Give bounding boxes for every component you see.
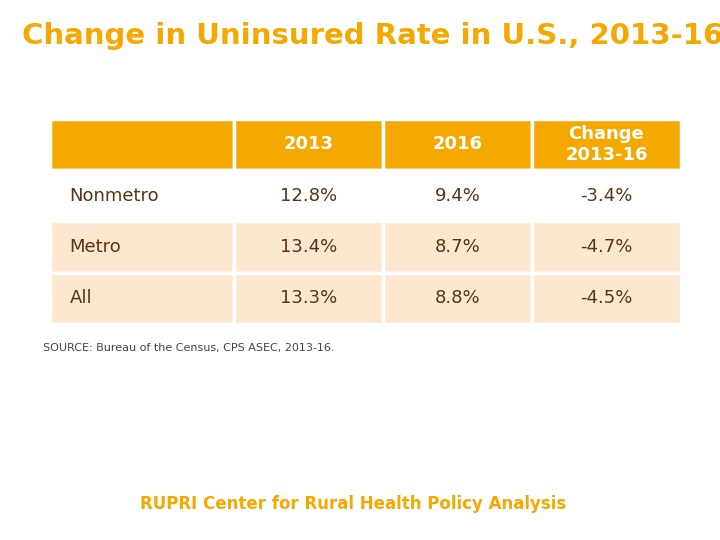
Text: 12.8%: 12.8%: [280, 187, 337, 205]
FancyBboxPatch shape: [532, 170, 681, 221]
Text: -3.4%: -3.4%: [580, 187, 633, 205]
Text: Nonmetro: Nonmetro: [69, 187, 159, 205]
FancyBboxPatch shape: [532, 221, 681, 273]
FancyBboxPatch shape: [50, 170, 234, 221]
Text: 2016: 2016: [433, 136, 482, 153]
FancyBboxPatch shape: [383, 221, 532, 273]
FancyBboxPatch shape: [234, 221, 383, 273]
Text: -4.7%: -4.7%: [580, 238, 633, 256]
Text: All: All: [69, 289, 92, 307]
FancyBboxPatch shape: [234, 273, 383, 324]
Text: 8.8%: 8.8%: [435, 289, 480, 307]
Text: 13.4%: 13.4%: [280, 238, 337, 256]
FancyBboxPatch shape: [383, 273, 532, 324]
FancyBboxPatch shape: [234, 170, 383, 221]
FancyBboxPatch shape: [234, 119, 383, 170]
FancyBboxPatch shape: [532, 119, 681, 170]
FancyBboxPatch shape: [50, 119, 234, 170]
Text: 9.4%: 9.4%: [435, 187, 480, 205]
Text: Change
2013-16: Change 2013-16: [565, 125, 647, 164]
FancyBboxPatch shape: [50, 221, 234, 273]
Text: Metro: Metro: [69, 238, 121, 256]
Text: 13.3%: 13.3%: [280, 289, 337, 307]
Text: -4.5%: -4.5%: [580, 289, 633, 307]
FancyBboxPatch shape: [383, 119, 532, 170]
FancyBboxPatch shape: [532, 273, 681, 324]
Text: Change in Uninsured Rate in U.S., 2013-16: Change in Uninsured Rate in U.S., 2013-1…: [22, 23, 720, 50]
Text: 8.7%: 8.7%: [435, 238, 480, 256]
FancyBboxPatch shape: [50, 273, 234, 324]
Text: 2013: 2013: [284, 136, 333, 153]
Text: RUPRI Center for Rural Health Policy Analysis: RUPRI Center for Rural Health Policy Ana…: [140, 495, 566, 512]
FancyBboxPatch shape: [383, 170, 532, 221]
Text: SOURCE: Bureau of the Census, CPS ASEC, 2013-16.: SOURCE: Bureau of the Census, CPS ASEC, …: [43, 343, 335, 354]
